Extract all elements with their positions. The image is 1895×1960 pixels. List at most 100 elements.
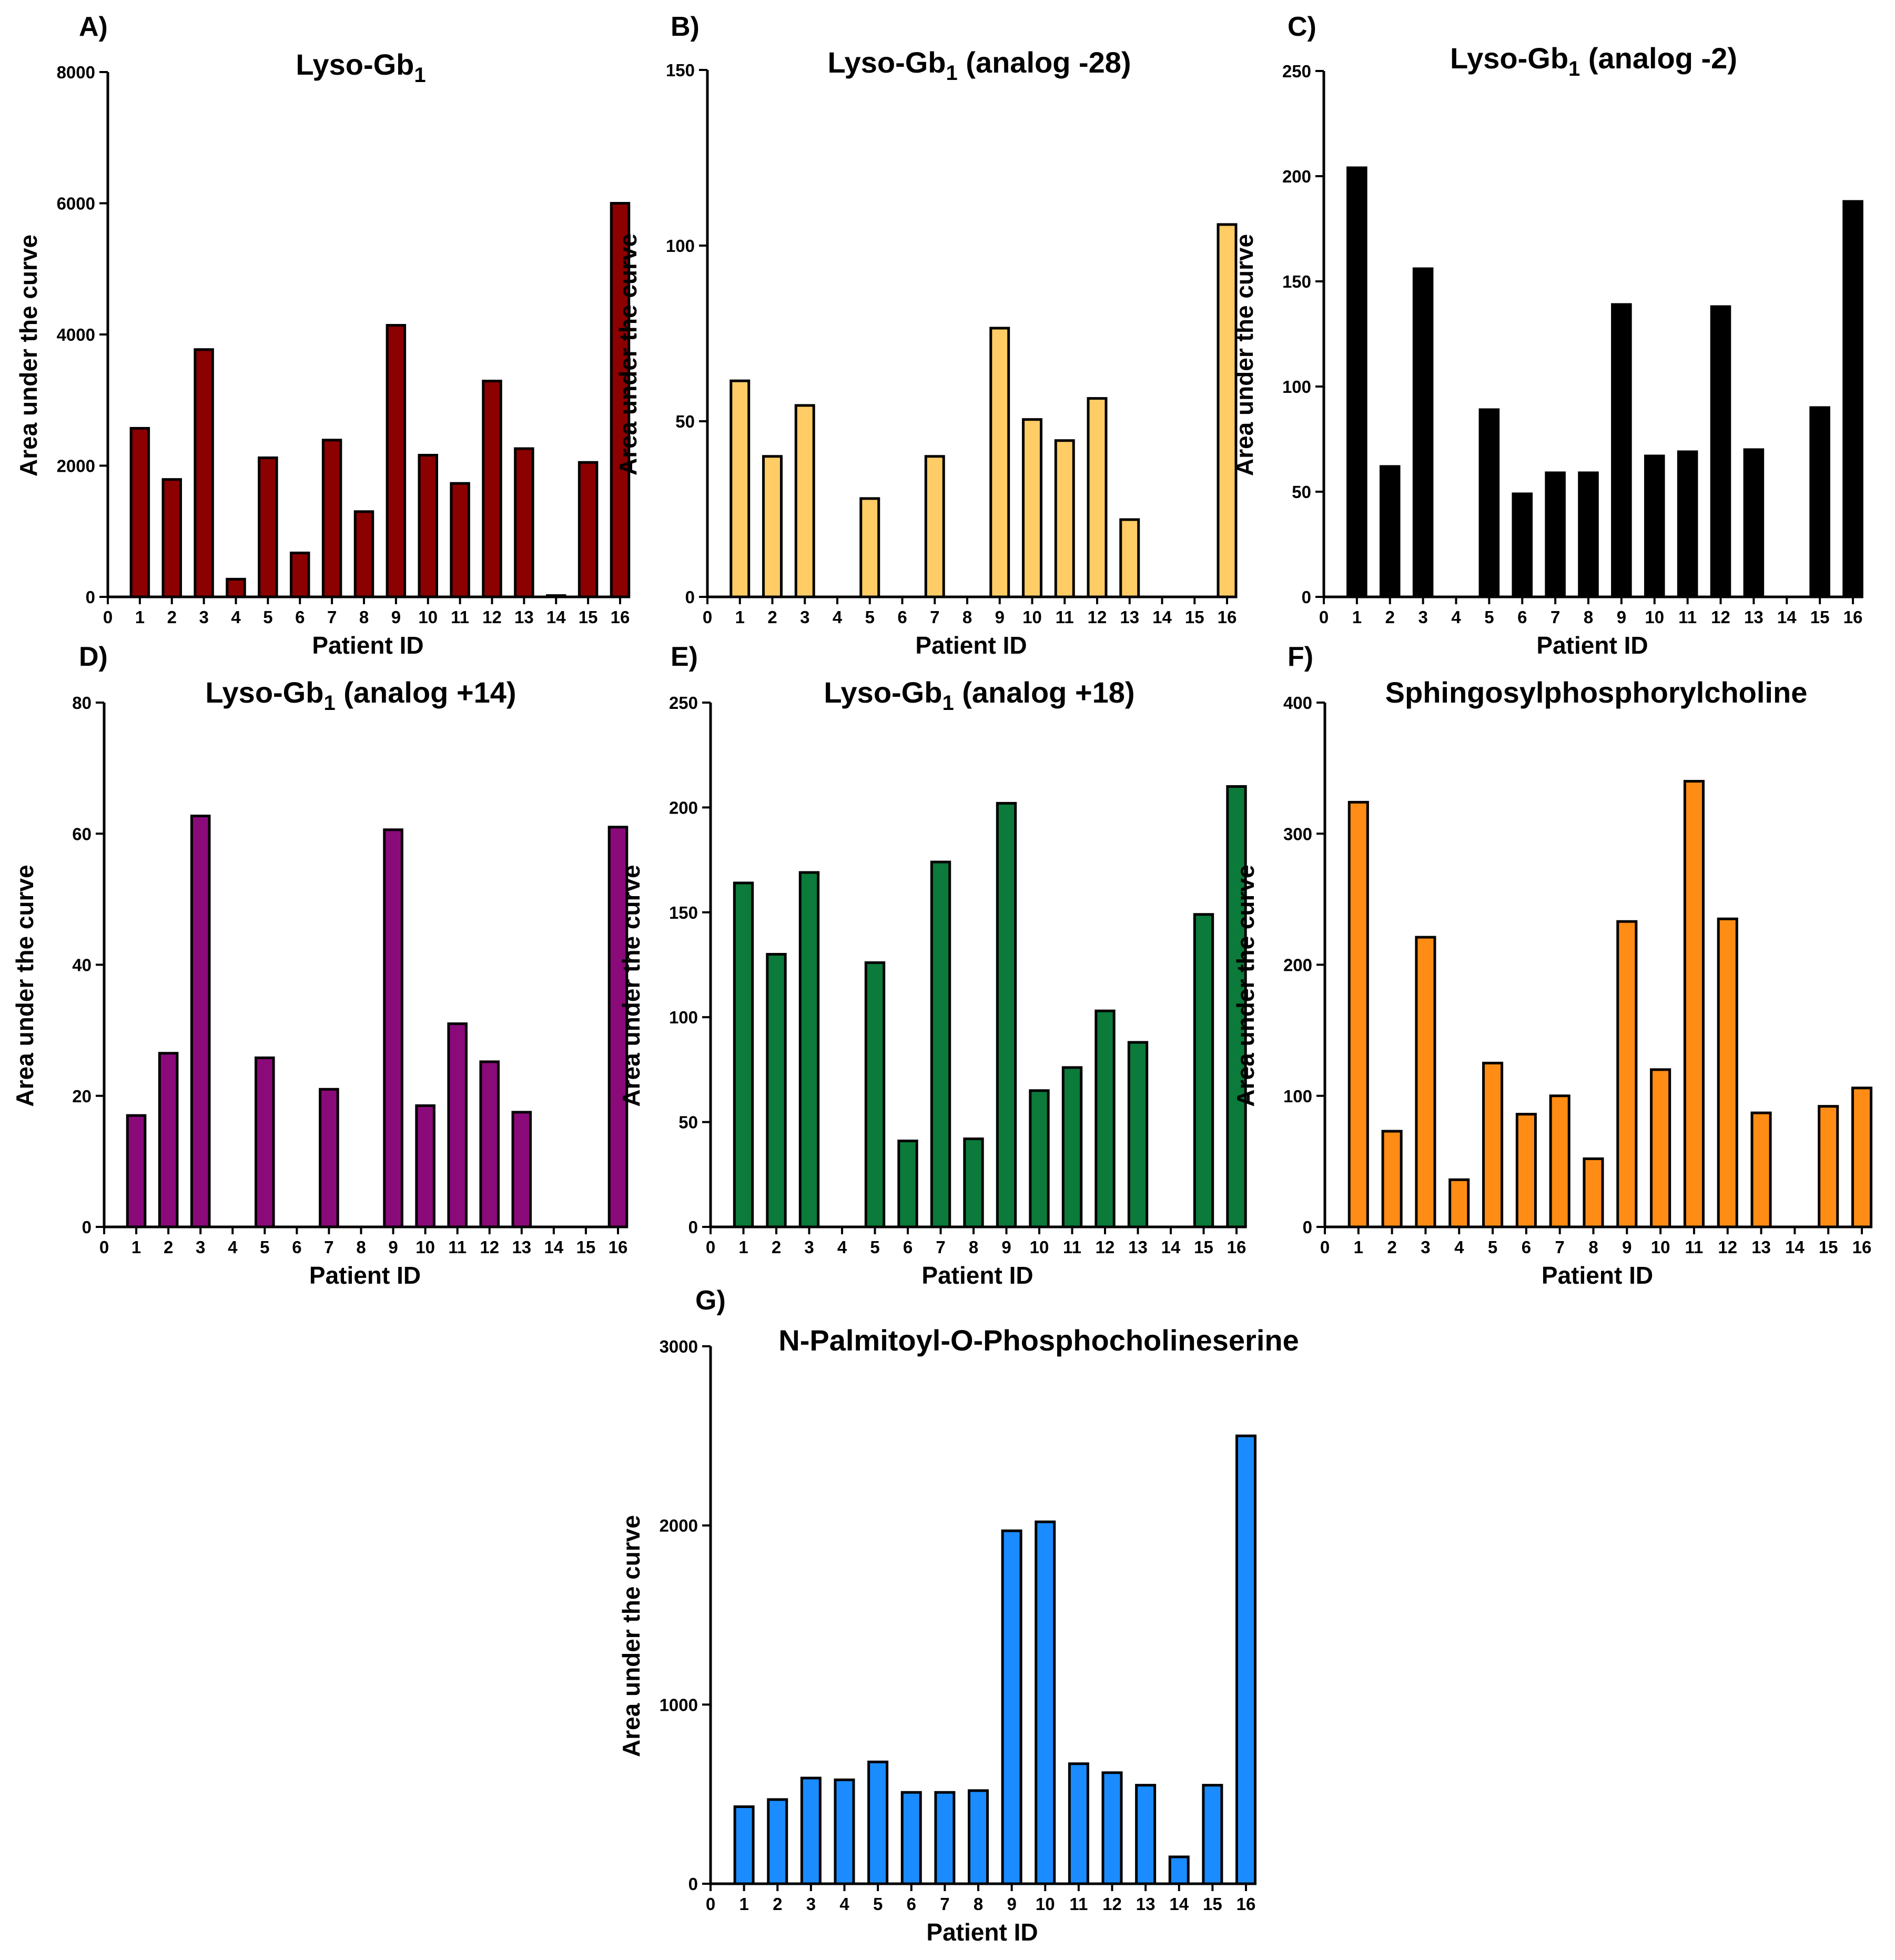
x-tick-label: 3 [199, 607, 208, 627]
x-tick-label: 11 [1685, 1237, 1703, 1257]
bar-patient-6 [1512, 492, 1533, 598]
bar-patient-13 [514, 447, 534, 598]
bar-patient-9 [383, 828, 403, 1228]
y-tick-label: 200 [1282, 167, 1311, 186]
chart-title-main: Lyso-Gb [824, 676, 942, 709]
chart-title-main: Sphingosylphosphorylcholine [1385, 676, 1808, 709]
panel-letter: D) [79, 642, 108, 672]
bar-patient-2 [1381, 1130, 1403, 1228]
x-tick-label: 2 [773, 1894, 782, 1914]
bar-patient-2 [762, 455, 783, 598]
bar-patient-15 [1818, 1105, 1839, 1228]
x-tick-label: 5 [865, 607, 875, 627]
bar-patient-8 [353, 510, 374, 598]
x-tick-label: 8 [356, 1237, 366, 1257]
bar-patient-7 [1545, 471, 1566, 598]
x-tick-label: 6 [907, 1894, 916, 1914]
bar-patient-3 [1412, 267, 1434, 598]
x-tick-label: 12 [1718, 1237, 1737, 1257]
x-tick-label: 0 [706, 1237, 715, 1257]
y-tick-label: 0 [688, 1217, 698, 1237]
y-tick-label: 6000 [57, 194, 95, 214]
x-axis-label: Patient ID [312, 632, 423, 659]
x-tick-label: 9 [1622, 1237, 1631, 1257]
x-tick-label: 11 [1069, 1894, 1088, 1914]
x-tick-label: 5 [1484, 607, 1494, 627]
bar-patient-8 [1583, 1157, 1604, 1228]
panel-letter: A) [79, 12, 108, 42]
bar-patient-1 [126, 1114, 147, 1228]
x-tick-label: 9 [1617, 607, 1626, 627]
x-tick-label: 0 [703, 607, 712, 627]
x-tick-label: 13 [1751, 1237, 1771, 1257]
bar-patient-8 [1578, 471, 1599, 598]
x-tick-label: 4 [1454, 1237, 1464, 1257]
chart-title-subscript: 1 [946, 62, 957, 85]
y-axis-label: Area under the curve [15, 235, 42, 476]
chart-title-main: N-Palmitoyl-O-Phosphocholineserine [778, 1324, 1299, 1357]
bar-patient-12 [1087, 397, 1108, 598]
x-tick-label: 5 [870, 1237, 879, 1257]
x-tick-label: 8 [1588, 1237, 1598, 1257]
x-tick-label: 14 [1169, 1894, 1189, 1914]
y-tick-label: 50 [678, 1113, 698, 1132]
bar-patient-10 [1022, 418, 1042, 598]
x-tick-label: 10 [416, 1237, 435, 1257]
y-tick-label: 50 [1292, 482, 1311, 502]
bar-patient-13 [1750, 1111, 1772, 1228]
x-tick-label: 0 [1319, 607, 1329, 627]
bar-patient-5 [867, 1760, 889, 1885]
bar-patient-10 [418, 454, 438, 598]
bar-patient-11 [1068, 1762, 1089, 1885]
bar-patient-11 [450, 482, 470, 598]
x-tick-label: 0 [99, 1237, 109, 1257]
x-tick-label: 2 [164, 1237, 173, 1257]
x-tick-label: 16 [1852, 1237, 1872, 1257]
bar-patient-7 [319, 1088, 339, 1228]
bar-patient-7 [930, 860, 951, 1228]
bar-patient-6 [1515, 1113, 1537, 1228]
panel-letter: G) [695, 1285, 726, 1316]
x-tick-label: 14 [1785, 1237, 1805, 1257]
x-tick-label: 13 [1136, 1894, 1156, 1914]
chart-title: Lyso-Gb1 [296, 48, 425, 87]
y-tick-label: 4000 [57, 325, 95, 344]
x-tick-label: 11 [1063, 1237, 1081, 1257]
bar-patient-12 [1095, 1009, 1116, 1228]
chart-panel-6: F)Sphingosylphosphorylcholine01002003004… [1232, 642, 1873, 1289]
bar-patient-9 [1616, 920, 1638, 1228]
chart-panel-7: G) N-Palmitoyl-O-Phosphocholineserine 0 10 0… [617, 1285, 1299, 1946]
x-tick-label: 12 [1711, 607, 1730, 627]
x-tick-label: 15 [1194, 1237, 1213, 1257]
x-tick-label: 6 [292, 1237, 301, 1257]
x-tick-label: 1 [135, 607, 145, 627]
bar-patient-9 [386, 324, 407, 598]
bar-patient-7 [1549, 1094, 1570, 1228]
x-tick-label: 15 [579, 607, 598, 627]
bar-patient-8 [968, 1789, 989, 1885]
x-tick-label: 7 [327, 607, 337, 627]
x-tick-label: 0 [1320, 1237, 1330, 1257]
x-tick-label: 13 [512, 1237, 531, 1257]
x-tick-label: 5 [873, 1894, 883, 1914]
bar-patient-5 [255, 1056, 275, 1228]
x-tick-label: 6 [903, 1237, 913, 1257]
x-tick-label: 1 [739, 1894, 748, 1914]
bar-patient-5 [258, 456, 278, 598]
x-tick-label: 0 [706, 1894, 715, 1914]
x-tick-label: 10 [1651, 1237, 1670, 1257]
x-tick-label: 8 [359, 607, 369, 627]
x-tick-label: 7 [936, 1237, 945, 1257]
y-tick-label: 250 [1282, 62, 1311, 81]
x-tick-label: 15 [576, 1237, 596, 1257]
x-tick-label: 5 [1488, 1237, 1497, 1257]
chart-title-suffix: (analog -28) [958, 46, 1131, 79]
y-tick-label: 0 [688, 1874, 698, 1894]
x-tick-label: 3 [1418, 607, 1427, 627]
bar-patient-2 [158, 1052, 179, 1228]
x-tick-label: 16 [609, 1237, 628, 1257]
x-tick-label: 12 [1102, 1894, 1122, 1914]
x-tick-label: 10 [1036, 1894, 1055, 1914]
